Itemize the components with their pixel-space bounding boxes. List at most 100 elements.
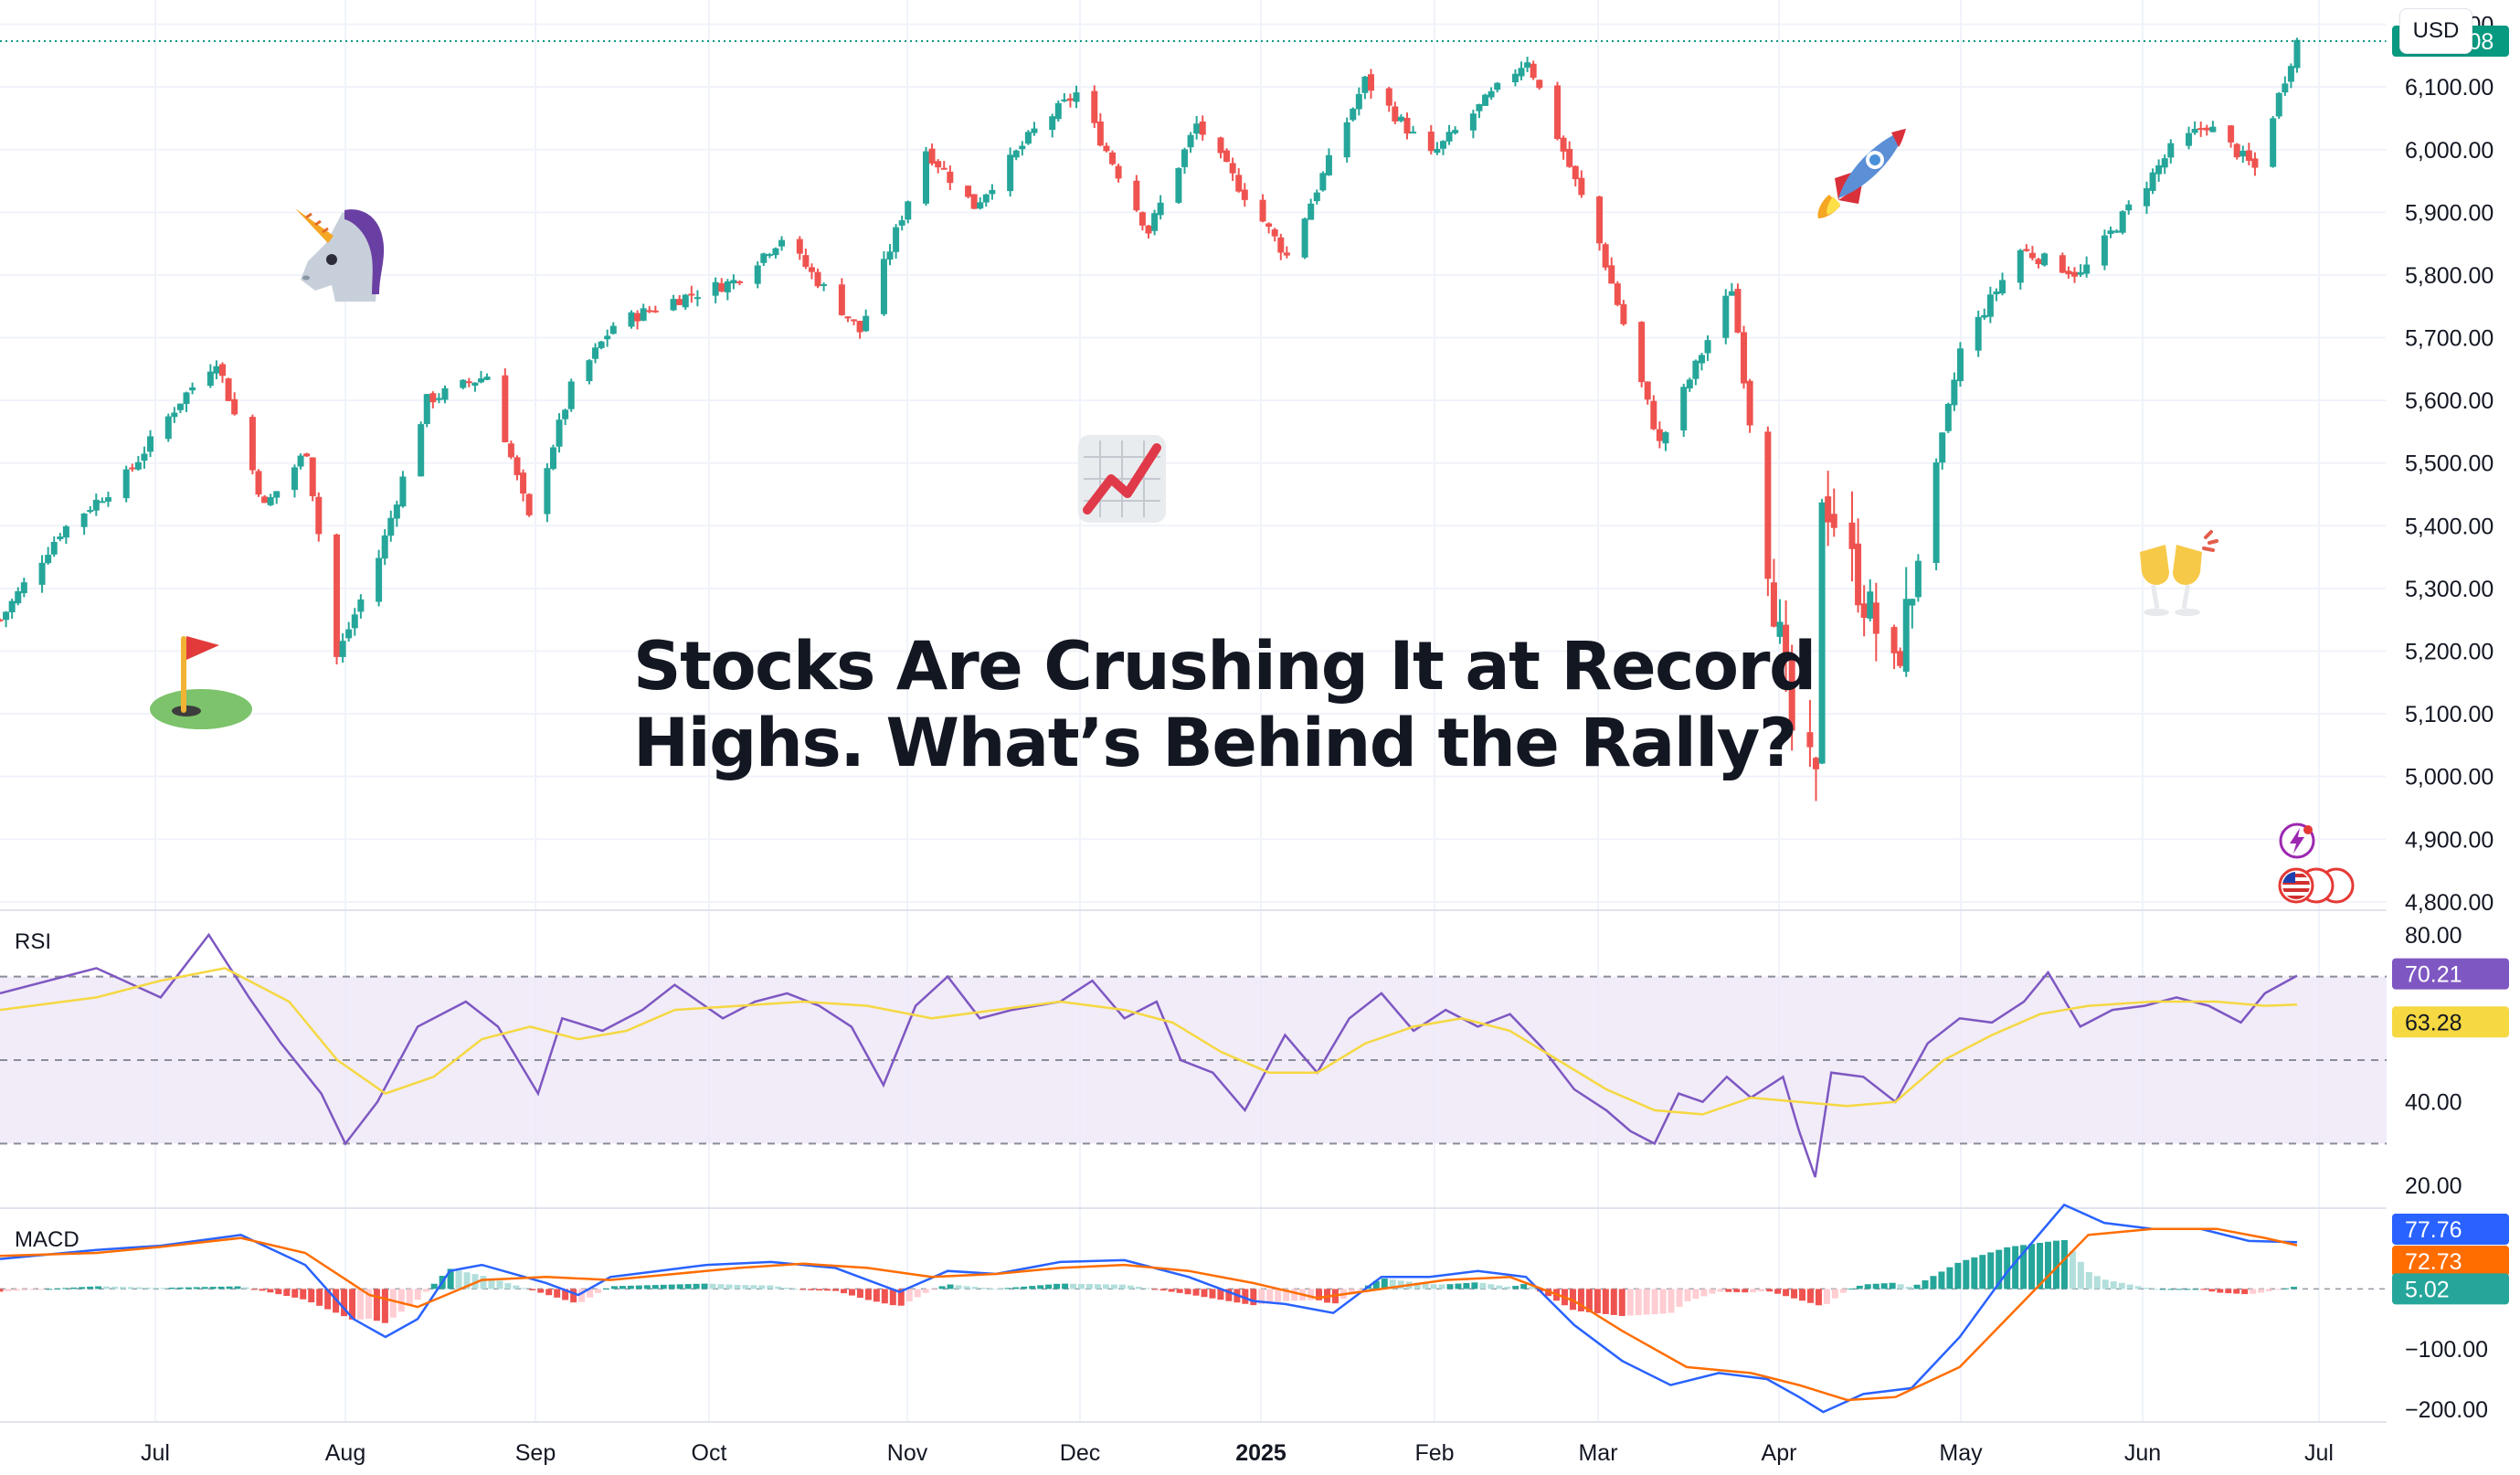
macd-bar [1029, 1286, 1036, 1289]
candle-body [62, 525, 69, 538]
macd-bar [1455, 1283, 1462, 1289]
candle-body [2041, 253, 2049, 266]
macd-bar [840, 1289, 847, 1294]
candle-body [273, 491, 281, 498]
macd-bar [1856, 1285, 1863, 1289]
candle-body [520, 472, 527, 494]
rsi-ma-value-label: 63.28 [2405, 1010, 2462, 1035]
candle-body [164, 416, 172, 440]
candle-body [1439, 141, 1446, 149]
macd-bar [1750, 1289, 1757, 1293]
candle-body [1511, 73, 1519, 83]
macd-bar [1479, 1282, 1487, 1289]
candle-body [1217, 137, 1224, 154]
macd-bar [1594, 1289, 1601, 1313]
macd-bar [1512, 1286, 1519, 1289]
macd-bar [496, 1280, 503, 1289]
macd-bar [1659, 1289, 1667, 1314]
candle-body [1951, 379, 1958, 406]
macd-bar [1496, 1285, 1503, 1289]
macd-value-label-bg [2392, 1214, 2509, 1245]
macd-bar [513, 1285, 520, 1289]
candle-body [1698, 355, 1705, 364]
candle-body [1012, 150, 1020, 158]
macd-bar [1692, 1289, 1699, 1300]
candle-body [772, 248, 779, 256]
macd-bar [537, 1289, 545, 1293]
candle-body [1872, 602, 1879, 634]
candle-body [1741, 332, 1748, 384]
candle-body [2017, 249, 2024, 283]
candle-body [1452, 130, 1459, 133]
currency-button[interactable]: USD [2399, 8, 2472, 54]
price-tick-label: 5,400.00 [2405, 514, 2494, 539]
candle-body [2167, 143, 2175, 158]
macd-bar [1864, 1284, 1871, 1289]
macd-bar [2052, 1240, 2059, 1289]
macd-bar [209, 1287, 217, 1289]
macd-bar [152, 1288, 159, 1289]
candle-body [507, 443, 514, 458]
candle-body [87, 510, 94, 513]
candle-body [682, 294, 689, 308]
macd-bar [1275, 1289, 1282, 1302]
macd-bar [1127, 1285, 1134, 1289]
macd-bar [881, 1289, 888, 1304]
candle-body [1554, 85, 1562, 140]
time-tick-label: Mar [1578, 1440, 1617, 1466]
candle-body [2228, 125, 2235, 143]
macd-bar [2085, 1271, 2092, 1289]
macd-bar [1979, 1255, 1986, 1289]
candle-body [1145, 225, 1152, 234]
macd-bar [381, 1289, 388, 1323]
candle-body [2119, 211, 2126, 233]
macd-bar [1102, 1284, 1109, 1289]
macd-bar [1209, 1289, 1216, 1299]
candle-body [1019, 145, 1026, 150]
candle-body [760, 253, 768, 263]
candle-body [2083, 264, 2091, 274]
candle-body [345, 629, 353, 639]
time-tick-label: Dec [1060, 1440, 1100, 1466]
candle-body [1902, 599, 1910, 673]
candle-body [586, 360, 593, 382]
macd-bar [595, 1289, 602, 1293]
time-tick-label: Jul [141, 1440, 170, 1466]
macd-bar [1668, 1289, 1675, 1313]
candle-body [2149, 172, 2156, 191]
macd-bar [521, 1288, 528, 1289]
candle-body [1602, 244, 1609, 268]
macd-bar [545, 1289, 553, 1296]
candle-body [1855, 543, 1862, 606]
macd-bar [1135, 1287, 1142, 1289]
candle-body [1939, 432, 1946, 463]
candle-body [766, 254, 773, 257]
macd-bar [627, 1285, 634, 1289]
candle-body [334, 534, 341, 657]
candle-body [1115, 165, 1122, 179]
candle-body [694, 297, 701, 300]
candle-body [1157, 202, 1164, 216]
macd-bar [610, 1286, 618, 1289]
candle-body [1620, 303, 1627, 324]
macd-bar [1676, 1289, 1683, 1307]
macd-bar [430, 1283, 438, 1289]
time-tick-label: 2025 [1235, 1440, 1286, 1466]
candle-body [291, 467, 298, 490]
candle-body [1981, 314, 1988, 318]
candle-body [339, 641, 346, 657]
price-tick-label: 5,100.00 [2405, 702, 2494, 727]
candle-body [970, 194, 978, 209]
candle-body [1476, 103, 1483, 111]
macd-bar [742, 1285, 749, 1289]
candle-body [104, 497, 111, 502]
candle-body [2113, 230, 2121, 233]
macd-bar [2266, 1289, 2273, 1291]
candle-body [189, 387, 196, 391]
candle-body [1073, 92, 1080, 102]
macd-bar [562, 1289, 569, 1300]
candle-body [1656, 429, 1663, 441]
candle-body [460, 379, 467, 388]
